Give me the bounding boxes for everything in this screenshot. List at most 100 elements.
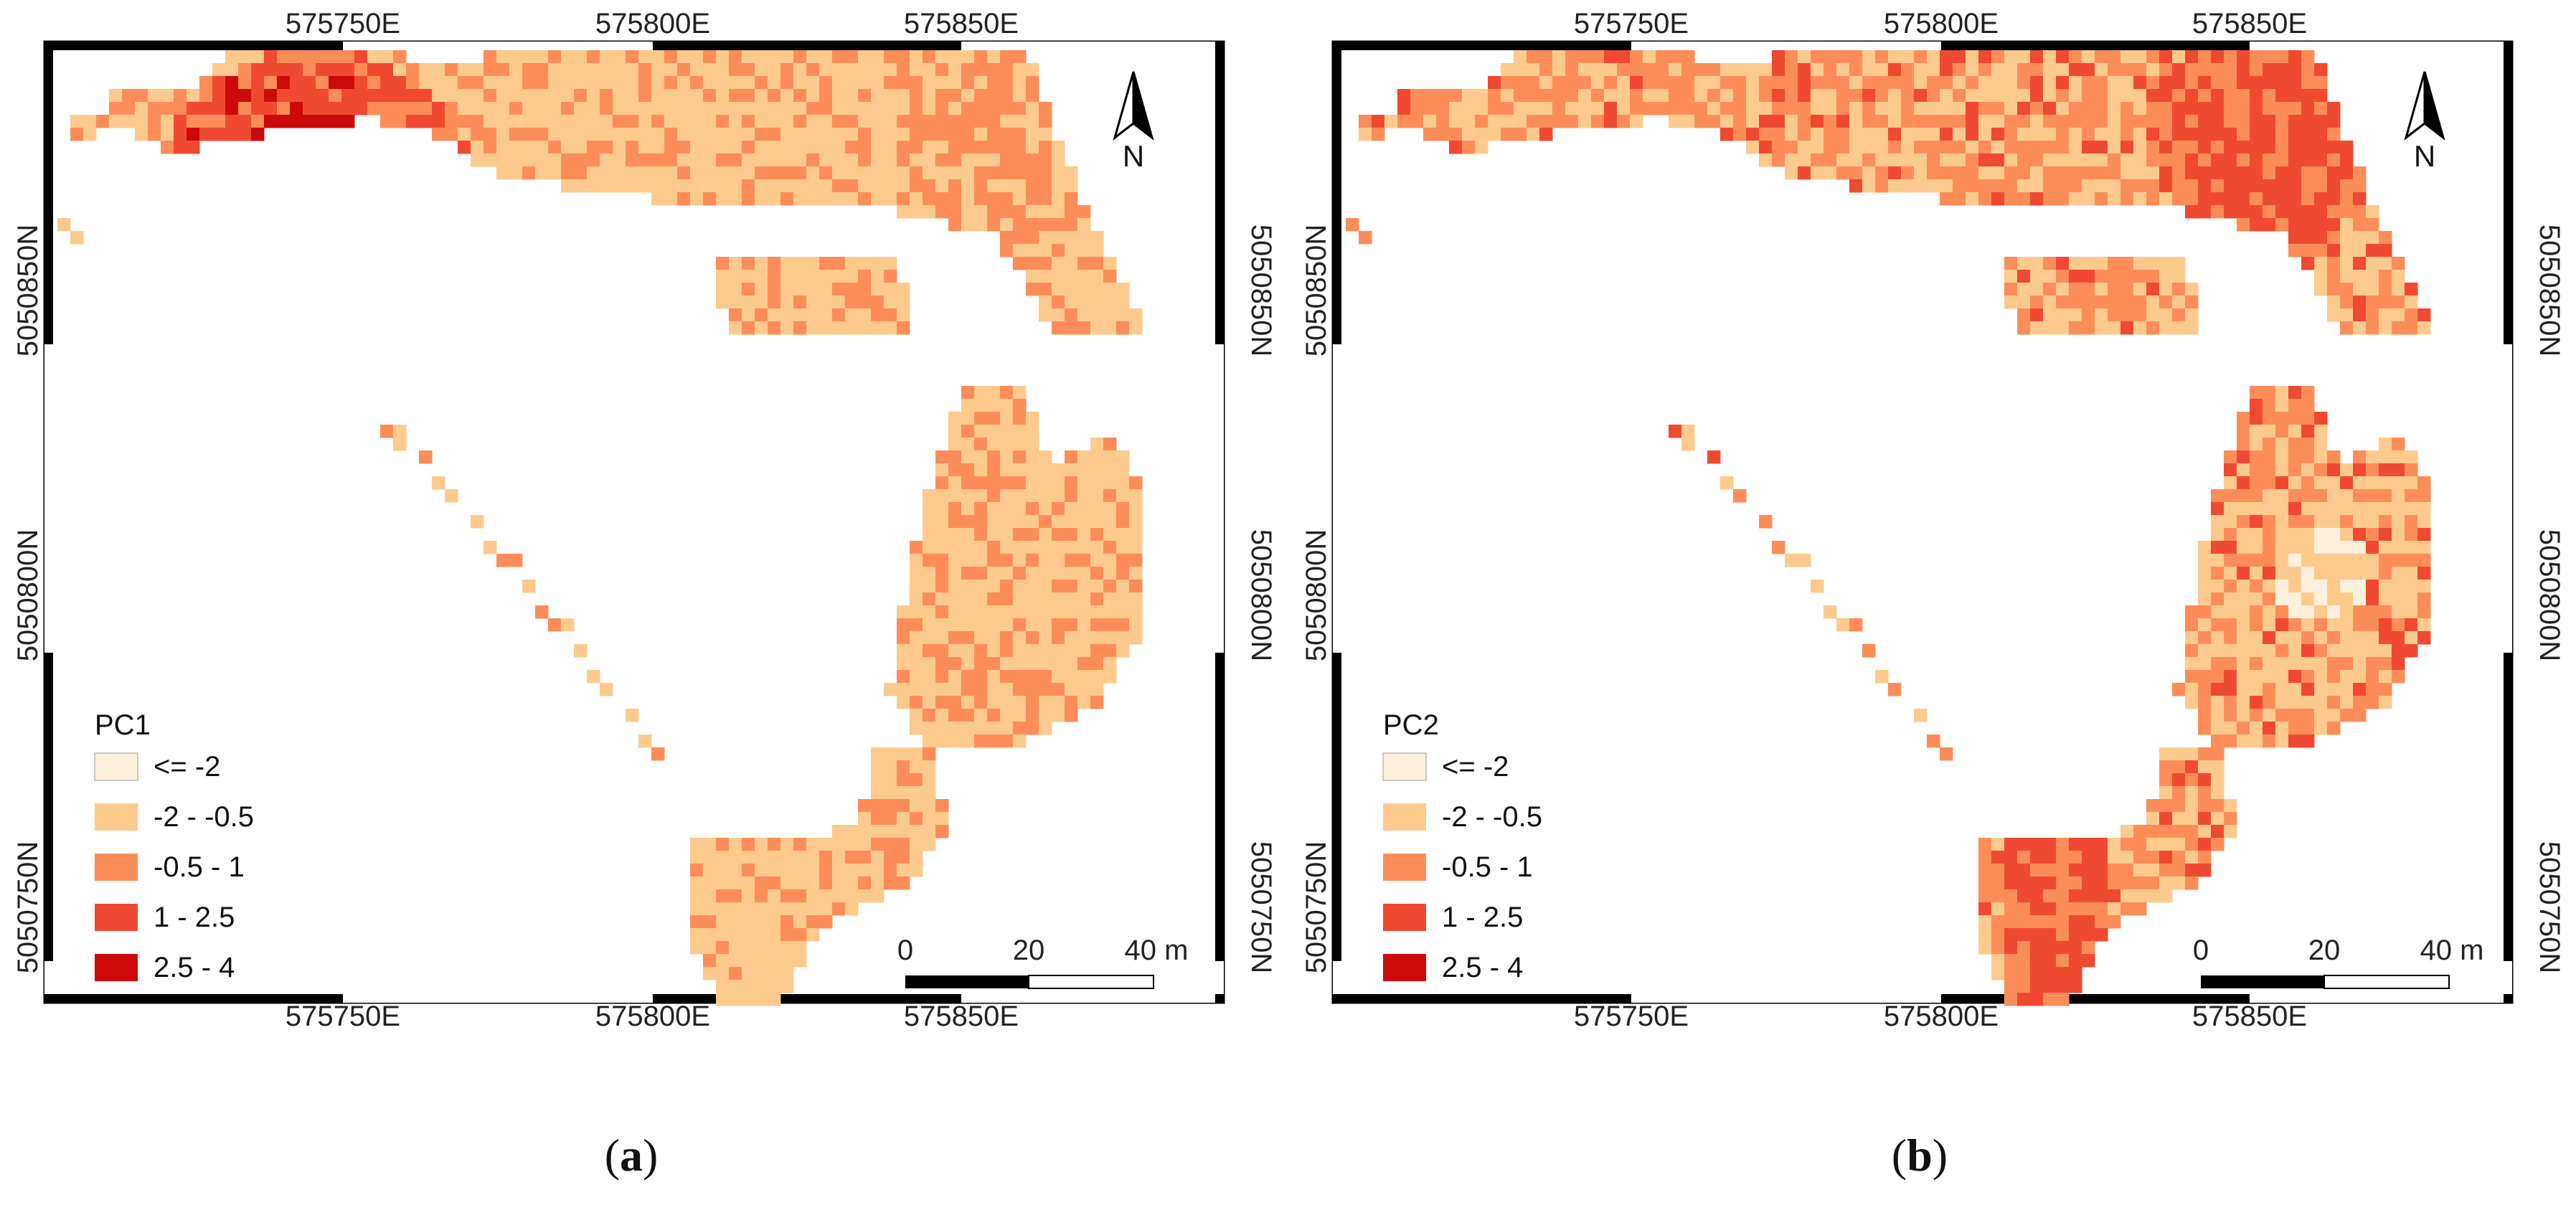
raster-cell (1591, 63, 1605, 77)
raster-cell (1759, 141, 1773, 154)
raster-cell (832, 825, 846, 838)
raster-cell (974, 734, 988, 748)
raster-cell (341, 115, 355, 128)
scale-label: 0 (897, 935, 913, 966)
raster-cell (884, 179, 897, 193)
raster-cell (948, 592, 962, 606)
raster-cell (2327, 657, 2341, 671)
raster-cell (2366, 463, 2379, 477)
raster-cell (948, 128, 962, 141)
raster-cell (2314, 644, 2328, 658)
raster-cell (651, 63, 665, 77)
raster-cell (1103, 580, 1117, 593)
raster-cell (690, 864, 704, 877)
raster-cell (2069, 967, 2082, 980)
raster-cell (1039, 709, 1052, 722)
raster-cell (2056, 257, 2070, 270)
raster-cell (2340, 244, 2354, 257)
raster-cell (755, 864, 768, 877)
raster-cell (845, 192, 859, 206)
raster-cell (961, 541, 975, 554)
raster-cell (690, 141, 704, 154)
raster-cell (2340, 683, 2354, 696)
raster-cell (2263, 696, 2276, 709)
raster-cell (613, 128, 626, 141)
raster-cell (2120, 63, 2134, 77)
raster-cell (1927, 166, 1940, 180)
raster-cell (845, 50, 859, 64)
raster-cell (2275, 218, 2289, 232)
raster-cell (2030, 915, 2044, 929)
raster-cell (742, 838, 755, 851)
raster-cell (961, 657, 975, 671)
raster-cell (1901, 141, 1915, 154)
raster-cell (2146, 179, 2160, 193)
raster-cell (2056, 864, 2070, 877)
raster-cell (1798, 89, 1811, 103)
raster-cell (1103, 592, 1117, 606)
raster-cell (2056, 166, 2070, 180)
raster-cell (858, 889, 872, 903)
raster-cell (780, 63, 794, 77)
raster-cell (2327, 141, 2341, 154)
raster-cell (948, 657, 962, 671)
raster-cell (2250, 631, 2263, 645)
raster-cell (1978, 50, 1992, 64)
raster-cell (2314, 270, 2328, 283)
raster-cell (2159, 102, 2173, 115)
raster-cell (316, 115, 329, 128)
raster-cell (935, 141, 949, 154)
raster-cell (2146, 63, 2160, 77)
raster-cell (1811, 115, 1824, 128)
raster-cell (2004, 270, 2018, 283)
raster-cell (122, 102, 136, 115)
raster-cell (2185, 851, 2199, 864)
raster-cell (2004, 941, 2018, 955)
raster-cell (2043, 50, 2057, 64)
raster-cell (858, 89, 872, 103)
raster-cell (445, 128, 458, 141)
raster-cell (677, 76, 691, 90)
raster-cell (1836, 102, 1850, 115)
raster-cell (574, 153, 588, 167)
raster-cell (1039, 670, 1052, 684)
raster-cell (393, 102, 407, 115)
raster-cell (742, 980, 755, 993)
raster-cell (897, 618, 910, 632)
raster-cell (1039, 231, 1052, 245)
raster-cell (806, 915, 820, 929)
raster-cell (1565, 76, 1579, 90)
raster-cell (871, 308, 884, 322)
raster-cell (974, 580, 988, 593)
raster-cell (2353, 296, 2367, 309)
raster-cell (2017, 166, 2031, 180)
raster-cell (1978, 864, 1992, 877)
raster-cell (1065, 657, 1078, 671)
raster-cell (974, 153, 988, 167)
raster-cell (2275, 631, 2289, 645)
raster-cell (832, 864, 846, 877)
raster-cell (1077, 502, 1091, 516)
raster-cell (613, 153, 626, 167)
raster-cell (2172, 825, 2186, 838)
raster-cell (948, 709, 962, 722)
raster-cell (1785, 89, 1798, 103)
raster-cell (871, 864, 884, 877)
raster-cell (1090, 476, 1104, 490)
raster-cell (2237, 218, 2250, 232)
raster-cell (1013, 722, 1027, 735)
raster-cell (1090, 438, 1104, 451)
raster-cell (806, 889, 820, 903)
raster-cell (574, 102, 588, 115)
raster-cell (755, 838, 768, 851)
raster-cell (1039, 489, 1052, 503)
raster-cell (664, 192, 678, 206)
raster-cell (2120, 102, 2134, 115)
raster-cell (1116, 554, 1130, 567)
raster-cell (2288, 63, 2302, 77)
raster-cell (1539, 63, 1553, 77)
raster-cell (2379, 308, 2392, 322)
raster-cell (2120, 851, 2134, 864)
raster-cell (2095, 321, 2108, 335)
raster-cell (2379, 296, 2392, 309)
